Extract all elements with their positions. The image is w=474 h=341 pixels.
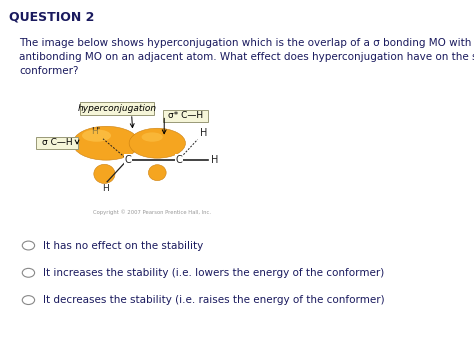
Text: H: H: [102, 184, 109, 193]
FancyBboxPatch shape: [81, 102, 155, 115]
Text: hyperconjugation: hyperconjugation: [78, 104, 157, 113]
Text: σ C—H: σ C—H: [42, 138, 73, 147]
Ellipse shape: [129, 128, 185, 158]
Text: Copyright © 2007 Pearson Prentice Hall, Inc.: Copyright © 2007 Pearson Prentice Hall, …: [93, 210, 210, 215]
Ellipse shape: [148, 165, 166, 181]
Text: σ* C—H: σ* C—H: [168, 111, 203, 120]
Text: H: H: [210, 155, 218, 165]
Text: H': H': [91, 127, 100, 136]
Text: It has no effect on the stability: It has no effect on the stability: [43, 240, 203, 251]
Text: C: C: [175, 155, 182, 165]
Ellipse shape: [73, 126, 139, 160]
Ellipse shape: [82, 130, 111, 142]
FancyBboxPatch shape: [163, 110, 209, 122]
Text: It decreases the stability (i.e. raises the energy of the conformer): It decreases the stability (i.e. raises …: [43, 295, 385, 305]
Text: It increases the stability (i.e. lowers the energy of the conformer): It increases the stability (i.e. lowers …: [43, 268, 384, 278]
Text: H: H: [201, 128, 208, 138]
FancyBboxPatch shape: [36, 137, 79, 149]
Text: The image below shows hyperconjugation which is the overlap of a σ bonding MO wi: The image below shows hyperconjugation w…: [19, 38, 474, 76]
Ellipse shape: [142, 132, 163, 142]
Ellipse shape: [94, 164, 115, 183]
Text: C: C: [124, 155, 131, 165]
Text: QUESTION 2: QUESTION 2: [9, 10, 95, 23]
